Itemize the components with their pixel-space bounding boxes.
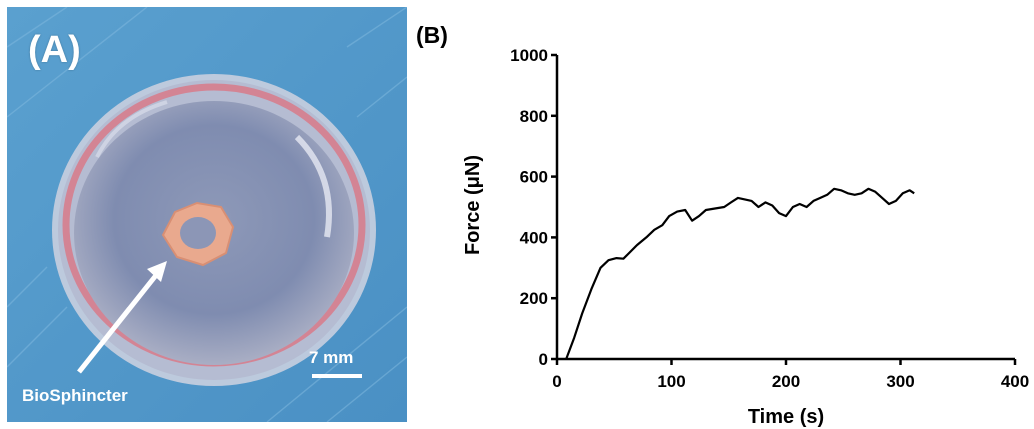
dish-highlight xyxy=(294,134,332,238)
x-axis-label: Time (s) xyxy=(748,406,824,428)
scale-bar xyxy=(312,374,362,378)
y-axis-label: Force (μN) xyxy=(462,155,484,255)
x-tick-label: 300 xyxy=(886,372,914,391)
series-line xyxy=(565,187,915,360)
x-tick-label: 200 xyxy=(772,372,800,391)
panel-a-label: (A) xyxy=(28,29,81,71)
y-tick-label: 200 xyxy=(520,289,548,308)
y-tick-label: 600 xyxy=(520,168,548,187)
y-tick-label: 400 xyxy=(520,228,548,247)
biosphincter-ring xyxy=(161,201,235,267)
dish-highlight-2 xyxy=(95,100,168,158)
panel-b-label: (B) xyxy=(416,22,448,48)
x-tick-label: 0 xyxy=(552,372,561,391)
y-tick-label: 800 xyxy=(520,107,548,126)
scale-bar-label: 7 mm xyxy=(309,348,354,367)
y-tick-label: 0 xyxy=(539,350,548,369)
petri-dish-photo xyxy=(7,7,407,422)
photo-panel: (A) 7 mm BioSphincter xyxy=(7,7,407,422)
y-tick-label: 1000 xyxy=(510,46,548,65)
biosphincter-label: BioSphincter xyxy=(22,386,128,405)
background-texture xyxy=(7,7,407,422)
x-tick-label: 400 xyxy=(1001,372,1029,391)
arrow-icon xyxy=(77,261,167,374)
x-tick-label: 100 xyxy=(657,372,685,391)
